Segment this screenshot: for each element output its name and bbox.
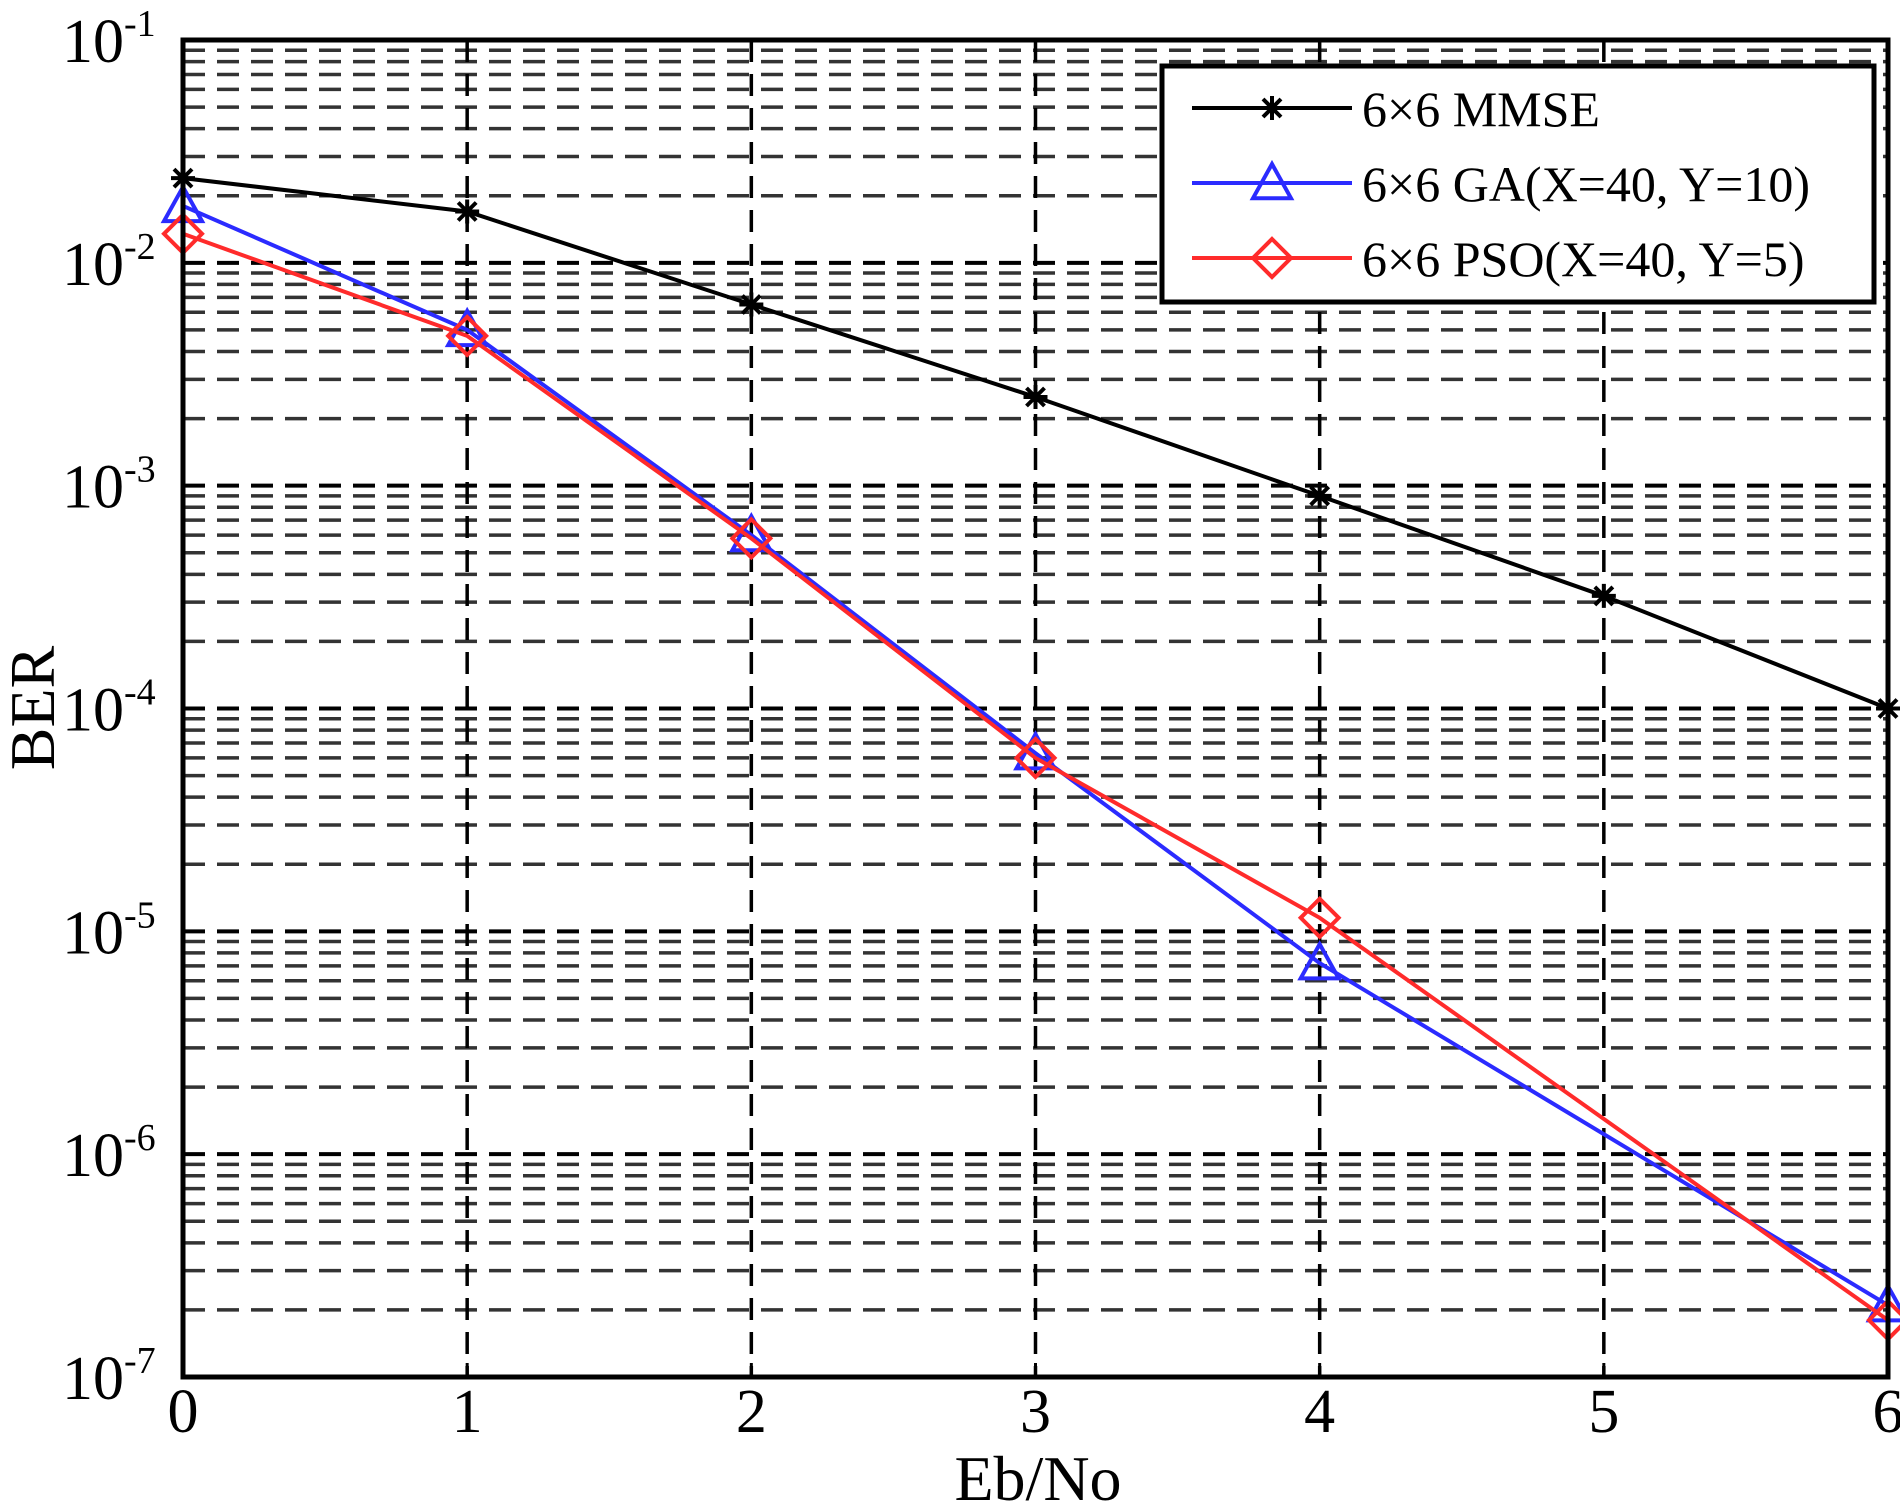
data-point	[1591, 583, 1616, 608]
legend-label: 6×6 PSO(X=40, Y=5)	[1362, 231, 1804, 287]
x-tick-label: 3	[1020, 1378, 1051, 1446]
data-point	[729, 516, 774, 561]
x-tick-label: 2	[736, 1378, 767, 1446]
data-point	[1013, 736, 1058, 780]
series-layer	[160, 166, 1900, 1342]
y-tick-label: 10-6	[62, 1117, 156, 1190]
series-line	[182, 231, 1890, 1322]
y-tick-label: 10-5	[62, 894, 156, 967]
data-point	[455, 199, 480, 224]
y-axis-title: BER	[0, 645, 68, 770]
x-tick-label: 4	[1304, 1378, 1335, 1446]
data-point	[739, 292, 764, 317]
y-tick-label: 10-3	[62, 449, 156, 522]
grid-layer	[183, 40, 1888, 1377]
legend-label: 6×6 MMSE	[1362, 81, 1600, 137]
x-axis-title: Eb/No	[954, 1443, 1121, 1511]
data-point	[445, 314, 489, 358]
legend-swatch-marker	[1260, 96, 1284, 120]
y-tick-label: 10-7	[62, 1340, 156, 1413]
y-tick-label: 10-2	[62, 226, 156, 299]
legend-swatch-marker	[1249, 159, 1295, 201]
series-line	[182, 204, 1890, 1307]
series-diamond	[161, 211, 1900, 1342]
legend-label: 6×6 GA(X=40, Y=10)	[1362, 156, 1810, 212]
tick-layer: 0 1 2 3 4 5 6 10-1 10-2 10-3 10-4 10-5 10-6 10-7	[62, 3, 1900, 1446]
data-point	[1307, 483, 1332, 508]
x-tick-label: 1	[452, 1378, 483, 1446]
y-tick-label: 10-4	[62, 672, 156, 745]
y-tick-label: 10-1	[62, 3, 156, 76]
legend-swatch-marker	[1250, 236, 1294, 280]
data-point	[1023, 384, 1048, 409]
x-tick-label: 5	[1588, 1378, 1619, 1446]
data-point	[1297, 940, 1343, 981]
legend: 6×6 MMSE 6×6 GA(X=40, Y=10) 6×6 PSO(X=40, …	[1159, 63, 1877, 305]
legend-box	[1159, 63, 1877, 305]
x-tick-label: 0	[168, 1378, 199, 1446]
data-point	[1297, 895, 1342, 940]
x-tick-label: 6	[1873, 1378, 1900, 1446]
